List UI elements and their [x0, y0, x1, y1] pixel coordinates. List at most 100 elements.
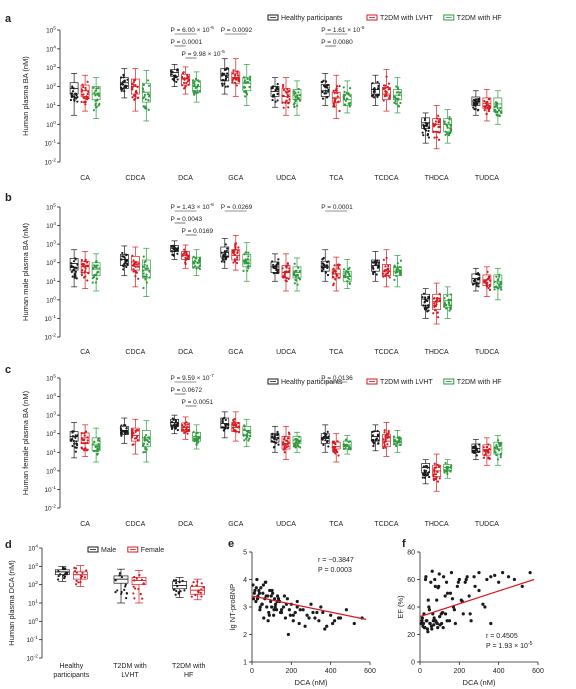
x-axis-label: DCA (nM) [463, 678, 496, 687]
data-point [87, 271, 90, 275]
data-point [242, 434, 245, 437]
data-point [183, 81, 186, 84]
data-point [427, 304, 430, 307]
x-tick-label: 0 [418, 668, 422, 675]
data-point [432, 475, 435, 478]
data-point [145, 281, 148, 284]
box-healthy [471, 438, 481, 461]
data-point [285, 277, 288, 280]
category-label: CA [80, 349, 90, 356]
data-point [421, 476, 424, 479]
box-hf [292, 431, 302, 453]
data-point [76, 444, 79, 447]
data-point [175, 582, 178, 585]
data-point [247, 439, 250, 442]
data-point [80, 100, 83, 104]
data-point [185, 430, 188, 433]
data-point [432, 130, 435, 133]
data-point [375, 437, 379, 440]
data-point [235, 261, 239, 265]
data-point [247, 430, 250, 434]
legend-swatch-hf [443, 378, 455, 385]
data-point [324, 439, 327, 442]
data-point [398, 438, 401, 441]
data-point [283, 273, 286, 276]
data-point [436, 586, 440, 590]
data-point [83, 576, 87, 579]
data-point [235, 423, 238, 426]
data-point [433, 305, 436, 309]
data-point [372, 94, 375, 97]
data-point [197, 589, 200, 592]
data-point [198, 89, 201, 93]
box-lvht [382, 69, 391, 112]
data-point [134, 275, 137, 278]
p-value-label: P = 0.0672 [171, 387, 203, 394]
data-point [468, 612, 472, 616]
data-point [193, 259, 196, 262]
data-point [249, 435, 252, 438]
data-point [96, 448, 99, 451]
data-point [377, 84, 380, 87]
category-label: DCA [178, 175, 193, 182]
data-point [254, 599, 258, 604]
x-tick-label: 600 [532, 668, 544, 675]
data-point [255, 597, 260, 601]
data-point [338, 109, 341, 113]
data-point [255, 577, 259, 582]
data-point [488, 104, 491, 107]
data-point [277, 258, 280, 261]
data-point [182, 428, 186, 432]
data-point [276, 85, 279, 89]
data-point [120, 424, 123, 427]
data-point [284, 90, 287, 93]
legend-swatch-hf [443, 14, 455, 21]
box-female [131, 570, 147, 604]
data-point [281, 267, 284, 270]
data-point [399, 272, 402, 276]
data-point [420, 619, 424, 623]
p-value-label: P = 1.61 × 10-5 [321, 25, 365, 34]
data-point [65, 573, 68, 576]
data-point [114, 590, 117, 594]
data-point [421, 131, 424, 134]
data-point [70, 92, 73, 95]
data-point [333, 91, 336, 95]
panel-label: e [228, 538, 234, 550]
data-point [298, 608, 302, 612]
data-point [247, 255, 250, 258]
box-healthy [69, 73, 79, 116]
data-point [293, 610, 297, 615]
data-point [428, 621, 432, 626]
data-point [453, 621, 457, 626]
data-point [200, 588, 203, 591]
data-point [132, 443, 135, 446]
box-healthy [370, 424, 380, 452]
data-point [134, 261, 138, 264]
y-axis-label: lg NT-proBNP [228, 584, 237, 630]
data-point [382, 84, 386, 87]
data-point [271, 98, 274, 102]
data-point [231, 423, 234, 426]
data-point [472, 445, 476, 449]
data-point [387, 430, 390, 433]
data-point [183, 87, 186, 90]
data-point [472, 103, 475, 106]
y-tick-label: 10-2 [44, 504, 56, 513]
data-point [171, 420, 174, 424]
box-healthy [119, 68, 129, 99]
data-point [70, 438, 74, 441]
data-point [181, 84, 184, 87]
panel-c: c 10-2 10-1 100 101 102 103 104 105 Human female … [5, 364, 503, 528]
data-point [483, 109, 486, 112]
panel-d: d Male Female 10-2 10-1 100 101 102 103 104 Human … [5, 539, 205, 679]
panel-b: b 10-2 10-1 100 101 102 103 104 105 Human male pl… [5, 192, 503, 356]
data-point [485, 104, 488, 108]
data-point [243, 90, 246, 93]
data-point [226, 67, 230, 70]
data-point [142, 286, 145, 290]
data-point [172, 579, 176, 582]
data-point [124, 84, 127, 87]
data-point [297, 621, 301, 626]
data-point [286, 264, 290, 267]
